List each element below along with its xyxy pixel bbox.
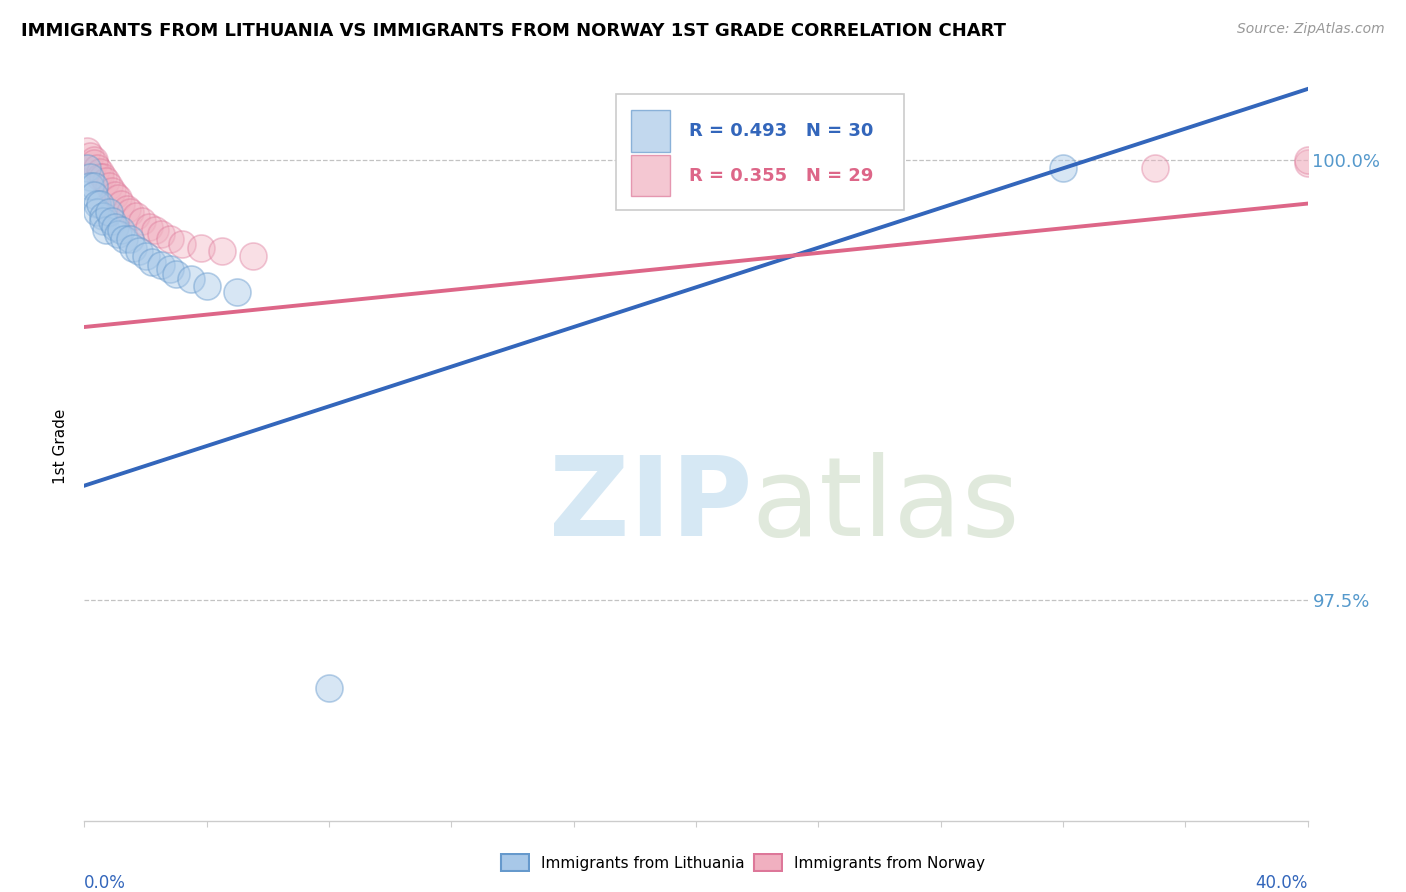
- Point: [104, 187, 127, 202]
- Point: [242, 250, 264, 264]
- Point: [120, 205, 142, 219]
- Point: [180, 272, 202, 286]
- Point: [165, 267, 187, 281]
- Point: [318, 681, 340, 696]
- Point: [76, 161, 98, 176]
- Point: [89, 165, 111, 179]
- Point: [97, 205, 120, 219]
- Point: [83, 178, 105, 193]
- Point: [97, 178, 120, 193]
- Point: [110, 223, 132, 237]
- FancyBboxPatch shape: [631, 155, 671, 196]
- Point: [1052, 161, 1074, 176]
- Point: [86, 161, 108, 176]
- Point: [135, 250, 157, 264]
- FancyBboxPatch shape: [631, 111, 671, 152]
- Point: [1296, 156, 1319, 170]
- Point: [128, 244, 150, 259]
- Point: [91, 209, 114, 223]
- Point: [138, 219, 160, 234]
- Point: [89, 170, 111, 185]
- Point: [110, 196, 132, 211]
- Point: [86, 205, 108, 219]
- Point: [89, 196, 111, 211]
- Point: [172, 237, 194, 252]
- Point: [149, 227, 172, 241]
- Text: R = 0.493   N = 30: R = 0.493 N = 30: [689, 122, 873, 140]
- Point: [141, 254, 163, 268]
- Point: [104, 219, 127, 234]
- Text: Immigrants from Lithuania: Immigrants from Lithuania: [541, 856, 745, 871]
- Point: [159, 232, 181, 246]
- Text: atlas: atlas: [751, 452, 1019, 559]
- Text: Source: ZipAtlas.com: Source: ZipAtlas.com: [1237, 22, 1385, 37]
- Y-axis label: 1st Grade: 1st Grade: [53, 409, 69, 483]
- Text: 40.0%: 40.0%: [1256, 873, 1308, 891]
- Text: Immigrants from Norway: Immigrants from Norway: [794, 856, 986, 871]
- Text: IMMIGRANTS FROM LITHUANIA VS IMMIGRANTS FROM NORWAY 1ST GRADE CORRELATION CHART: IMMIGRANTS FROM LITHUANIA VS IMMIGRANTS …: [21, 22, 1007, 40]
- Point: [107, 227, 129, 241]
- Point: [112, 232, 135, 246]
- Point: [101, 214, 124, 228]
- Text: R = 0.355   N = 29: R = 0.355 N = 29: [689, 167, 873, 185]
- Point: [115, 202, 138, 216]
- Point: [107, 191, 129, 205]
- Point: [226, 285, 249, 299]
- Point: [143, 223, 166, 237]
- Point: [211, 244, 233, 259]
- Point: [94, 174, 117, 188]
- Point: [91, 170, 114, 185]
- Point: [94, 223, 117, 237]
- Text: ZIP: ZIP: [550, 452, 752, 559]
- Point: [1296, 153, 1319, 167]
- Point: [195, 279, 218, 293]
- Point: [79, 178, 101, 193]
- Point: [149, 258, 172, 272]
- Point: [125, 209, 148, 223]
- Point: [1143, 161, 1166, 176]
- Point: [83, 187, 105, 202]
- FancyBboxPatch shape: [616, 94, 904, 210]
- Point: [190, 241, 212, 255]
- Point: [159, 261, 181, 276]
- Point: [79, 149, 101, 163]
- Point: [86, 196, 108, 211]
- Point: [83, 156, 105, 170]
- Point: [76, 144, 98, 158]
- Text: 0.0%: 0.0%: [84, 873, 127, 891]
- Point: [120, 232, 142, 246]
- Point: [79, 170, 101, 185]
- Point: [122, 241, 145, 255]
- Point: [91, 214, 114, 228]
- Point: [83, 153, 105, 167]
- Point: [101, 184, 124, 198]
- Point: [131, 214, 153, 228]
